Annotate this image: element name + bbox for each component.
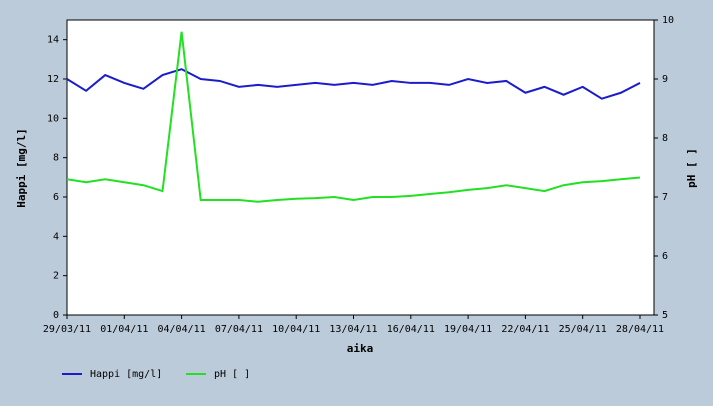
y2-tick-label: 10 [662,15,674,26]
y2-tick-label: 7 [662,192,668,203]
x-tick-label: 25/04/11 [559,324,607,335]
y-tick-label: 10 [47,113,59,124]
y-tick-label: 6 [53,192,59,203]
legend-label: pH [ ] [214,369,250,380]
y2-tick-label: 9 [662,74,668,85]
y2-tick-label: 5 [662,310,668,321]
legend-label: Happi [mg/l] [90,369,162,380]
x-tick-label: 29/03/11 [43,324,91,335]
data-line [66,68,641,100]
y2-tick-label: 6 [662,251,668,262]
x-tick-label: 01/04/11 [100,324,148,335]
data-line [66,31,641,203]
x-tick-label: 10/04/11 [272,324,320,335]
x-tick-label: 22/04/11 [501,324,549,335]
x-tick-label: 07/04/11 [215,324,263,335]
plot-area [66,19,655,316]
x-axis-title: aika [347,342,374,355]
x-tick-label: 19/04/11 [444,324,492,335]
y-tick-label: 0 [53,310,59,321]
y2-axis-title: pH [ ] [685,148,698,188]
y-tick-label: 2 [53,271,59,282]
x-tick-label: 13/04/11 [329,324,377,335]
x-tick-label: 04/04/11 [158,324,206,335]
y2-tick-label: 8 [662,133,668,144]
x-tick-label: 28/04/11 [616,324,664,335]
y-tick-label: 12 [47,74,59,85]
y-axis-title: Happi [mg/l] [15,128,28,207]
x-tick-label: 16/04/11 [387,324,435,335]
y-tick-label: 14 [47,35,59,46]
y-tick-label: 4 [53,231,59,242]
y-tick-label: 8 [53,153,59,164]
